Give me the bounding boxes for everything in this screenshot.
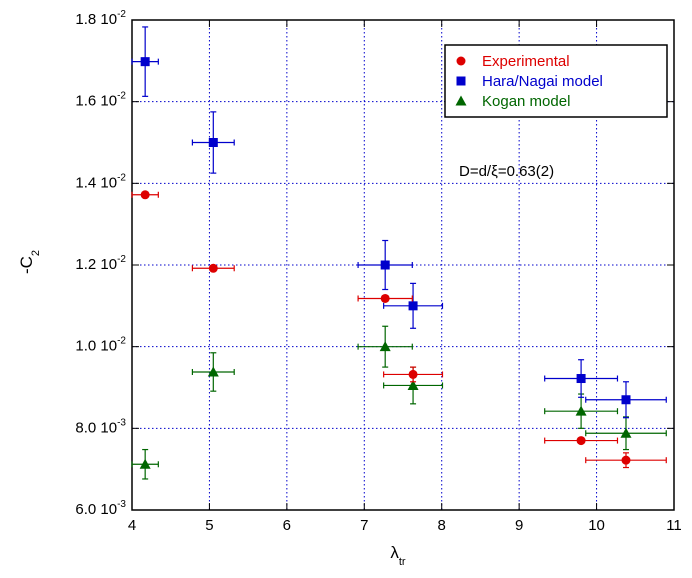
- data-point: [208, 263, 218, 273]
- y-tick-label: 8.0 10-3: [75, 417, 126, 436]
- axis-ticks: 4 5 6 7 8 9 10 116.0 10-38.0 10-31.0 10-21.2 10…: [75, 9, 681, 534]
- data-point: [380, 260, 390, 270]
- data-series: [131, 26, 667, 480]
- data-point: [407, 379, 419, 390]
- y-axis-label: -C2: [17, 250, 42, 274]
- legend-label: Experimental: [482, 53, 570, 70]
- x-tick-label: 5: [205, 517, 213, 534]
- y-tick-mantissa: 1.2 10: [75, 256, 117, 273]
- data-point: [379, 341, 391, 352]
- x-tick-label: 8: [438, 517, 446, 534]
- x-tick-label: 7: [360, 517, 368, 534]
- legend-marker: [456, 56, 466, 66]
- y-tick-exponent: -2: [117, 91, 126, 102]
- data-point: [207, 366, 219, 377]
- y-tick-label: 1.2 10-2: [75, 254, 126, 273]
- data-point: [576, 436, 586, 446]
- y-tick-exponent: -2: [117, 172, 126, 183]
- series-kogan-model: [131, 325, 667, 480]
- series-experimental: [131, 190, 667, 469]
- y-tick-mantissa: 1.8 10: [75, 11, 117, 28]
- y-axis-label-sub: 2: [30, 250, 42, 256]
- x-axis-label-main: λ: [390, 543, 399, 562]
- x-tick-label: 9: [515, 517, 523, 534]
- data-point: [380, 293, 390, 303]
- x-tick-label: 10: [588, 517, 605, 534]
- data-point: [140, 57, 150, 67]
- y-tick-exponent: -3: [117, 417, 126, 428]
- data-point: [576, 374, 586, 384]
- y-tick-label: 1.0 10-2: [75, 336, 126, 355]
- x-axis-label-sub: tr: [399, 556, 406, 568]
- y-tick-exponent: -2: [117, 9, 126, 20]
- legend-label: Kogan model: [482, 93, 570, 110]
- y-tick-exponent: -3: [117, 499, 126, 510]
- legend-label: Hara/Nagai model: [482, 73, 603, 90]
- legend-marker: [456, 76, 466, 86]
- annotation-text: D=d/ξ=0.63(2): [459, 163, 554, 180]
- y-tick-mantissa: 1.6 10: [75, 93, 117, 110]
- data-point: [575, 405, 587, 416]
- y-tick-label: 1.8 10-2: [75, 9, 126, 28]
- x-tick-label: 6: [283, 517, 291, 534]
- data-point: [621, 395, 631, 405]
- y-tick-exponent: -2: [117, 336, 126, 347]
- y-tick-mantissa: 1.4 10: [75, 174, 117, 191]
- x-tick-label: 4: [128, 517, 136, 534]
- grid: [132, 20, 674, 510]
- y-axis-label-main: -C: [17, 256, 36, 274]
- x-axis-label: λtr: [390, 543, 406, 568]
- series-hara-nagai-model: [131, 26, 667, 419]
- data-point: [208, 138, 218, 147]
- data-point: [621, 455, 631, 465]
- y-tick-label: 6.0 10-3: [75, 499, 126, 518]
- x-tick-label: 11: [666, 517, 682, 534]
- y-tick-label: 1.6 10-2: [75, 91, 126, 110]
- legend: Experimental Hara/Nagai model Kogan model: [444, 44, 668, 118]
- y-tick-label: 1.4 10-2: [75, 172, 126, 191]
- y-tick-mantissa: 6.0 10: [75, 501, 117, 518]
- y-tick-exponent: -2: [117, 254, 126, 265]
- data-point: [140, 190, 150, 200]
- data-point: [139, 458, 151, 469]
- y-tick-mantissa: 1.0 10: [75, 338, 117, 355]
- legend-box: [444, 44, 668, 118]
- data-point: [620, 427, 632, 438]
- legend-marker: [455, 95, 467, 106]
- data-point: [408, 301, 418, 311]
- y-tick-mantissa: 8.0 10: [75, 419, 117, 436]
- data-point: [408, 369, 418, 379]
